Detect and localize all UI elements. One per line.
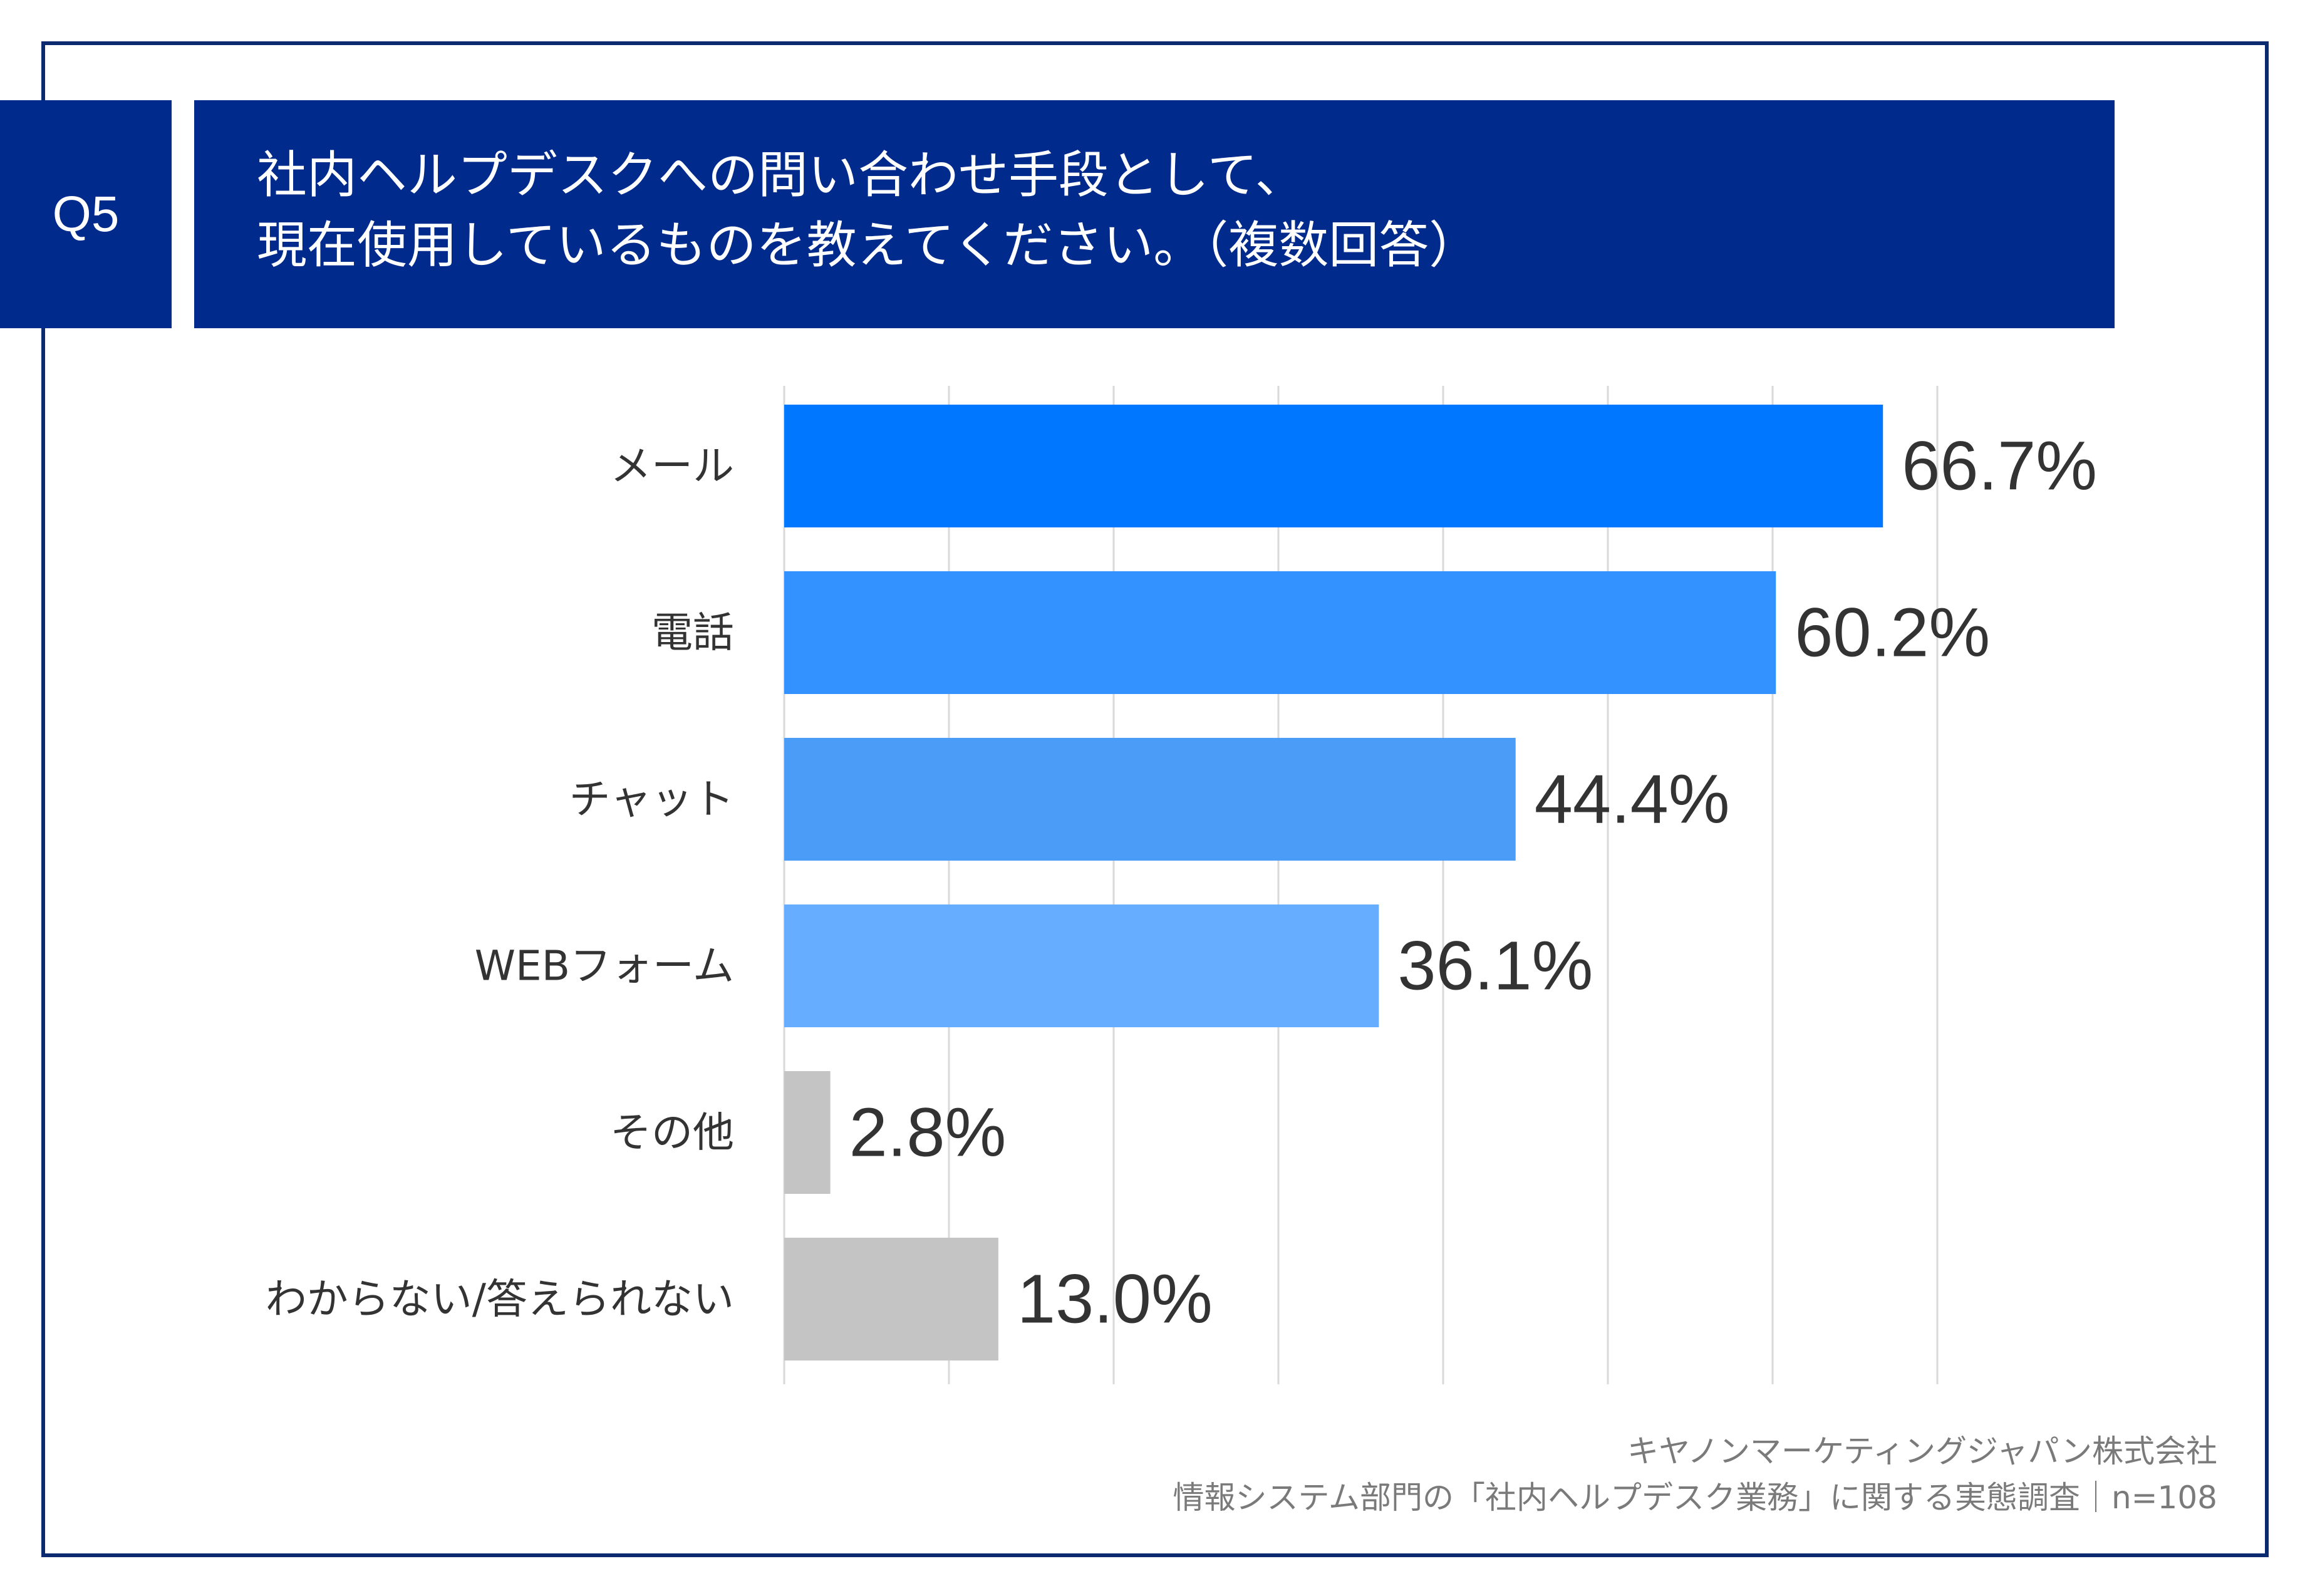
bar [784,571,1776,694]
question-title-line-2: 現在使用しているものを教えてください。（複数回答） [257,216,1479,274]
value-label: 44.4% [1535,761,1730,838]
value-label: 13.0% [1017,1261,1213,1338]
value-label: 60.2% [1795,594,1990,671]
question-title-box: 社内ヘルプデスクへの問い合わせ手段として、 現在使用しているものを教えてください… [194,100,2115,328]
outer-frame [41,41,2269,1557]
bar [784,405,1883,527]
value-label: 66.7% [1902,428,2097,505]
source-survey: 情報システム部門の「社内ヘルプデスク業務」に関する実態調査｜n=108 [1173,1479,2217,1516]
bar [784,738,1516,861]
category-label: メール [610,442,734,490]
source-note: キヤノンマーケティングジャパン株式会社 情報システム部門の「社内ヘルプデスク業務… [1173,1428,2217,1521]
category-label: その他 [610,1109,734,1157]
bar [784,1238,998,1360]
question-title-line-1: 社内ヘルプデスクへの問い合わせ手段として、 [257,146,1305,204]
question-badge: Q5 [0,100,172,328]
value-label: 36.1% [1397,928,1593,1005]
bar [784,904,1379,1027]
bar [784,1071,831,1194]
category-label: チャット [569,775,734,824]
category-label: わからない/答えられない [266,1275,734,1324]
source-company: キヤノンマーケティングジャパン株式会社 [1627,1433,2217,1469]
category-label: WEBフォーム [475,942,734,990]
question-number: Q5 [52,186,120,242]
value-label: 2.8% [849,1094,1007,1171]
category-label: 電話 [651,609,734,657]
